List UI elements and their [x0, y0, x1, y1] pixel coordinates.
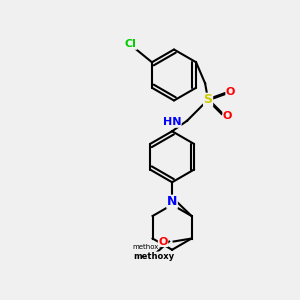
- Text: O: O: [223, 111, 232, 121]
- Text: Cl: Cl: [125, 39, 137, 49]
- Text: methoxy: methoxy: [133, 244, 163, 250]
- Text: O: O: [226, 87, 235, 97]
- Text: HN: HN: [163, 117, 181, 127]
- Text: O: O: [158, 236, 168, 247]
- Text: N: N: [167, 195, 177, 208]
- Text: methoxy: methoxy: [134, 252, 175, 261]
- Text: S: S: [204, 93, 213, 106]
